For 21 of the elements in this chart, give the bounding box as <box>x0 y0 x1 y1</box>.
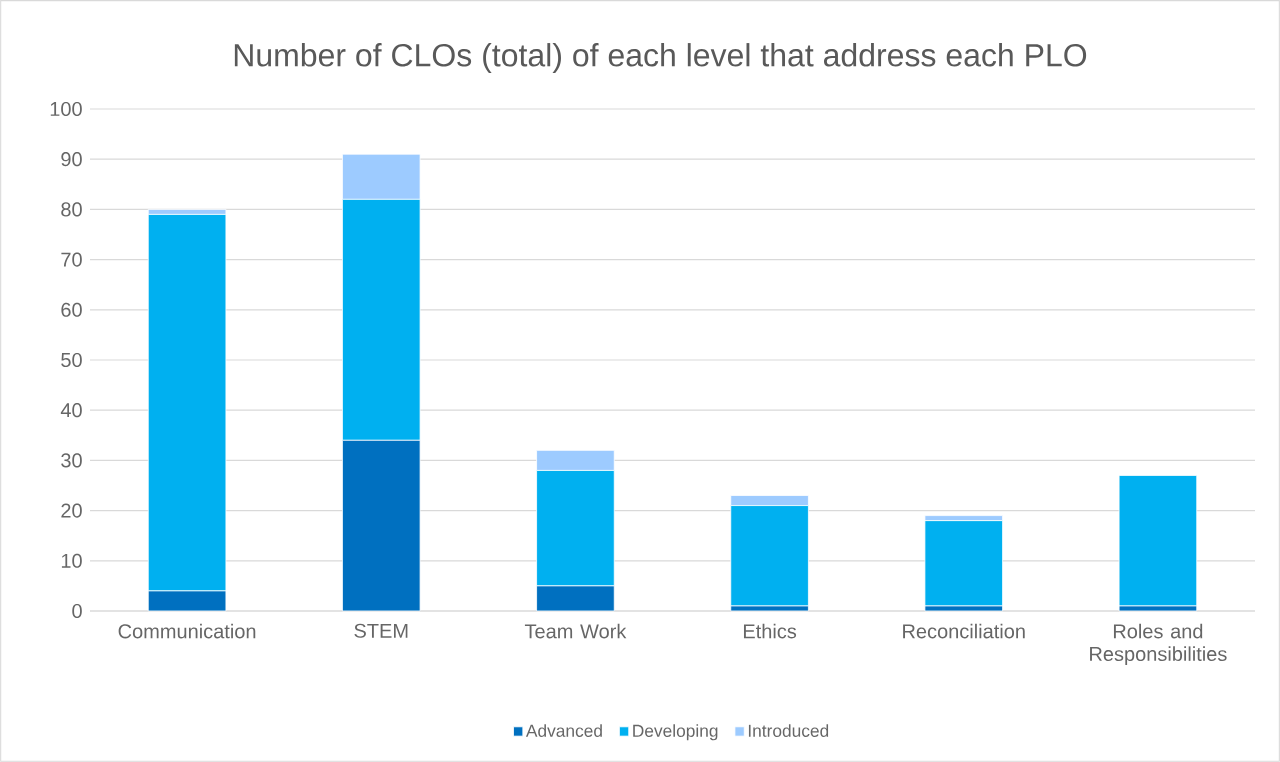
chart-title: Number of CLOs (total) of each level that address each PLO <box>234 43 1087 73</box>
y-tick-label: 0 <box>72 603 82 619</box>
x-tick-label: Reconciliation <box>903 623 1025 639</box>
legend-label: Advanced <box>525 724 602 737</box>
y-tick-label: 60 <box>61 302 82 317</box>
y-tick-label: 50 <box>61 352 82 368</box>
y-tick-label: 30 <box>61 453 82 468</box>
legend-label: Developing <box>633 724 718 741</box>
y-tick-label: 10 <box>61 553 82 568</box>
y-tick-label: 80 <box>61 202 82 217</box>
y-tick-label: 20 <box>61 503 82 518</box>
x-tick-label: Team Work <box>524 623 627 639</box>
x-tick-label: STEM <box>354 623 408 638</box>
y-tick-label: 40 <box>60 403 82 418</box>
y-tick-label: 70 <box>61 252 82 267</box>
x-tick-label: Ethics <box>743 623 797 639</box>
legend-label: Introduced <box>748 724 829 737</box>
y-tick-label: 100 <box>50 101 82 117</box>
x-tick-label: Roles and Responsibilities <box>1090 623 1227 665</box>
x-tick-label: Communication <box>118 623 256 639</box>
y-tick-label: 90 <box>61 152 82 167</box>
